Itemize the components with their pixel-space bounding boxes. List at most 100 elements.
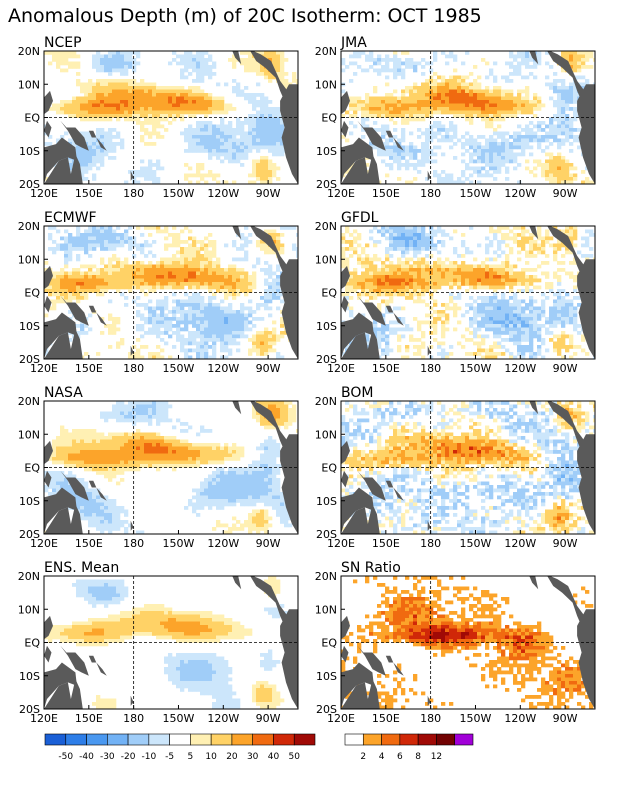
heat-cell [228, 138, 233, 143]
heat-cell [497, 131, 502, 136]
heat-cell [48, 282, 53, 286]
heat-cell [116, 285, 121, 290]
heat-cell [393, 247, 398, 251]
heat-cell [353, 72, 358, 76]
heat-cell [200, 110, 205, 115]
heat-cell [128, 58, 133, 62]
heat-cell [561, 268, 566, 272]
heat-cell [216, 173, 221, 178]
heat-cell [505, 233, 510, 237]
heat-cell [545, 236, 550, 241]
heat-cell [128, 275, 133, 279]
heat-cell [409, 100, 414, 104]
heat-cell [573, 226, 578, 230]
heat-cell [381, 268, 386, 272]
heat-cell [276, 128, 281, 132]
x-tick-label: 120W [207, 187, 239, 200]
heat-cell [453, 180, 458, 184]
heat-cell [180, 271, 185, 276]
heat-cell [268, 54, 273, 59]
heat-cell [493, 79, 498, 83]
heat-cell [228, 348, 233, 353]
heat-cell [573, 285, 578, 290]
heat-cell [240, 247, 245, 251]
heat-cell [120, 86, 125, 90]
heat-cell [264, 96, 269, 101]
heat-cell [481, 317, 486, 321]
heat-cell [429, 89, 434, 94]
heat-cell [128, 82, 133, 87]
heat-cell [124, 180, 129, 184]
heat-cell [220, 278, 225, 283]
heat-cell [200, 138, 205, 143]
heat-cell [100, 275, 105, 279]
heat-cell [345, 296, 350, 300]
heat-cell [264, 177, 269, 181]
heat-cell [264, 229, 269, 234]
heat-cell [132, 82, 137, 87]
heat-cell [108, 247, 113, 251]
heat-cell [188, 107, 193, 111]
heat-cell [296, 79, 298, 83]
heat-cell [401, 135, 406, 139]
heat-cell [88, 100, 93, 104]
heat-cell [397, 159, 402, 164]
heat-cell [144, 103, 149, 108]
heat-cell [365, 278, 370, 283]
heat-cell [172, 292, 177, 297]
heat-cell [112, 145, 117, 150]
heat-cell [577, 138, 582, 143]
heat-cell [200, 320, 205, 325]
heat-cell [501, 107, 506, 111]
heat-cell [457, 296, 462, 300]
heat-cell [148, 282, 153, 286]
heat-cell [164, 282, 169, 286]
heat-cell [413, 93, 418, 97]
heat-cell [108, 278, 113, 283]
heat-cell [192, 268, 197, 272]
heat-cell [369, 54, 374, 59]
heat-cell [553, 310, 558, 314]
heat-cell [421, 131, 426, 136]
heat-cell [353, 103, 358, 108]
heat-cell [385, 107, 390, 111]
heat-cell [541, 135, 546, 139]
heat-cell [200, 324, 205, 328]
heat-cell [184, 110, 189, 115]
heat-cell [92, 103, 97, 108]
heat-cell [156, 131, 161, 136]
heat-cell [196, 299, 201, 304]
heat-cell [521, 100, 526, 104]
heat-cell [425, 93, 430, 97]
heat-cell [196, 327, 201, 332]
heat-cell [108, 257, 113, 262]
heat-cell [60, 275, 65, 279]
heat-cell [409, 247, 414, 251]
heat-cell [505, 166, 510, 171]
heat-cell [401, 236, 406, 241]
heat-cell [164, 296, 169, 300]
heat-cell [144, 128, 149, 132]
heat-cell [196, 352, 201, 356]
heat-cell [196, 264, 201, 269]
heat-cell [353, 289, 358, 293]
heat-cell [365, 264, 370, 269]
heat-cell [425, 114, 430, 118]
heat-cell [573, 229, 578, 234]
heat-cell [52, 306, 57, 311]
heat-cell [100, 135, 105, 139]
heat-cell [80, 170, 85, 174]
heat-cell [485, 138, 490, 143]
heat-cell [136, 103, 141, 108]
heat-cell [385, 289, 390, 293]
heat-cell [449, 103, 454, 108]
heat-cell [228, 303, 233, 307]
heat-cell [244, 68, 249, 73]
heat-cell [248, 96, 253, 101]
heat-cell [116, 131, 121, 136]
heat-cell [401, 51, 406, 55]
heat-cell [509, 54, 514, 59]
heat-cell [184, 107, 189, 111]
heat-cell [168, 355, 173, 359]
heat-cell [188, 243, 193, 248]
